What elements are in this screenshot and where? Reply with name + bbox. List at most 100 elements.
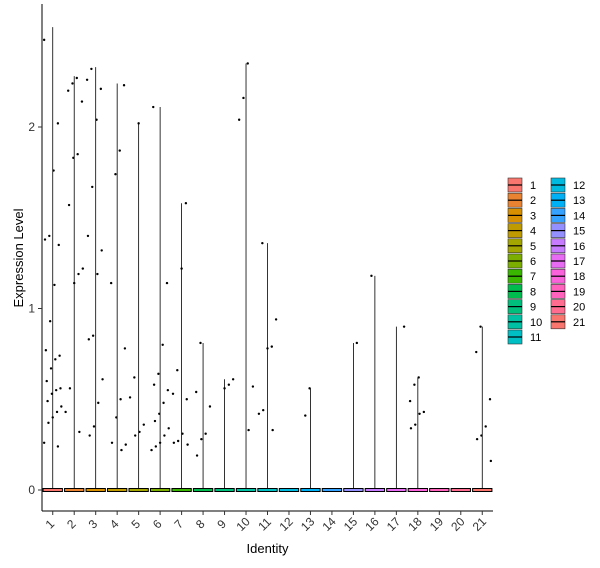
data-point	[77, 272, 80, 276]
data-point	[176, 439, 180, 443]
legend-item-18: 18	[550, 268, 585, 284]
data-point	[58, 354, 61, 357]
data-point	[152, 105, 155, 109]
legend-item-4: 4	[507, 223, 536, 238]
y-tick-label: 1	[28, 302, 35, 316]
data-point	[251, 385, 255, 388]
x-tick-label: 4	[107, 517, 122, 532]
data-point	[71, 82, 74, 85]
data-point	[489, 459, 493, 463]
legend-label: 3	[530, 210, 536, 222]
data-point	[52, 169, 55, 172]
legend-label: 1	[530, 180, 536, 192]
data-point	[408, 399, 412, 403]
violin-base-12	[278, 488, 300, 492]
x-tick-label: 5	[129, 517, 144, 532]
data-point	[42, 38, 46, 42]
violin-base-1	[42, 488, 63, 492]
data-point	[81, 267, 85, 270]
data-point	[78, 430, 81, 434]
data-point	[64, 410, 67, 414]
data-point	[120, 448, 123, 452]
data-point	[194, 390, 198, 394]
data-point	[304, 414, 307, 417]
legend-label: 4	[530, 226, 536, 238]
violin-base-8	[192, 488, 214, 492]
data-point	[97, 401, 100, 405]
data-point	[484, 425, 487, 428]
x-tick-label: 17	[384, 514, 404, 534]
legend-label: 14	[573, 210, 585, 222]
legend-item-2: 2	[507, 192, 536, 208]
x-tick-label: 3	[86, 517, 101, 532]
violin-base-19	[429, 488, 450, 492]
data-point	[67, 89, 70, 92]
data-point	[53, 283, 56, 287]
data-point	[54, 388, 58, 392]
data-point	[186, 443, 189, 446]
data-point	[50, 392, 54, 396]
data-point	[246, 62, 249, 65]
data-point	[261, 241, 264, 245]
data-point	[262, 408, 265, 412]
x-tick-label: 18	[405, 514, 425, 534]
violin-base-16	[364, 488, 386, 492]
x-tick-label: 1	[43, 517, 58, 532]
data-point	[95, 118, 98, 121]
x-tick-label: 19	[427, 514, 447, 534]
legend-label: 13	[573, 195, 585, 207]
data-point	[48, 320, 52, 323]
data-point	[171, 392, 175, 396]
legend-item-10: 10	[507, 314, 542, 330]
data-point	[488, 398, 492, 401]
legend-label: 20	[573, 302, 585, 314]
data-point	[157, 372, 160, 376]
data-point	[204, 432, 207, 435]
legend-item-5: 5	[507, 238, 536, 254]
data-point	[123, 347, 127, 350]
data-point	[184, 202, 188, 205]
violin-base-3	[85, 488, 106, 492]
data-point	[76, 153, 79, 156]
data-point	[231, 378, 235, 381]
data-point	[161, 343, 164, 346]
data-point	[87, 338, 91, 341]
legend-label: 16	[573, 241, 585, 253]
data-point	[180, 267, 183, 270]
data-point	[101, 378, 104, 381]
legend-label: 8	[530, 286, 536, 298]
data-point	[72, 156, 75, 160]
data-point	[46, 399, 49, 403]
data-point	[181, 432, 184, 435]
legend-item-3: 3	[507, 208, 536, 223]
x-tick-label: 7	[171, 517, 186, 532]
legend-label: 6	[530, 256, 536, 268]
legend-item-20: 20	[550, 299, 585, 314]
data-point	[138, 430, 141, 434]
data-point	[128, 396, 132, 399]
data-point	[109, 281, 113, 285]
data-point	[88, 434, 91, 437]
legend-item-21: 21	[550, 314, 585, 330]
data-point	[134, 434, 137, 437]
data-point	[417, 376, 420, 379]
violin-base-14	[321, 488, 343, 492]
x-tick-label: 2	[64, 517, 79, 532]
legend-label: 9	[530, 302, 536, 314]
x-tick-label: 10	[234, 514, 254, 534]
data-point	[195, 454, 199, 457]
data-point	[185, 398, 188, 401]
violin-base-6	[149, 488, 171, 492]
data-point	[91, 334, 95, 337]
legend-item-14: 14	[550, 208, 585, 223]
data-point	[47, 421, 50, 425]
data-point	[153, 419, 157, 423]
data-point	[154, 445, 158, 448]
data-point	[165, 281, 169, 285]
data-point	[59, 387, 62, 390]
data-point	[370, 274, 373, 278]
legend-item-6: 6	[507, 253, 536, 269]
data-point	[86, 234, 90, 238]
x-tick-label: 8	[193, 517, 208, 532]
